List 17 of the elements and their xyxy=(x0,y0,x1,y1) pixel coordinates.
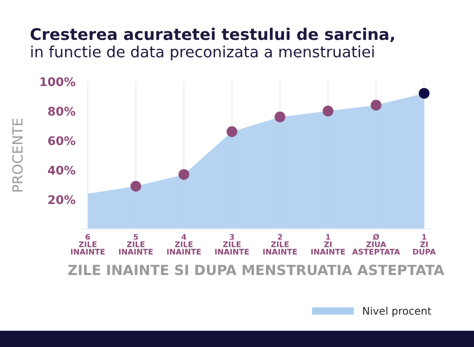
y-tick-label: 20% xyxy=(48,195,76,204)
chart-title: Cresterea acuratetei testului de sarcina, xyxy=(30,28,394,42)
x-axis-title: ZILE INAINTE SI DUPA MENSTRUATIA ASTEPTATA xyxy=(68,264,444,276)
y-tick-label: 80% xyxy=(48,106,76,116)
y-tick-label: 100% xyxy=(40,77,76,86)
point xyxy=(226,126,238,138)
point xyxy=(178,169,190,180)
point xyxy=(274,112,286,122)
y-tick-label: 60% xyxy=(48,136,76,146)
point xyxy=(370,100,382,111)
point xyxy=(418,88,430,99)
y-axis-title: PROCENTE xyxy=(12,118,23,192)
point xyxy=(322,106,334,116)
chart-subtitle: in functie de data preconizata a menstruatiei xyxy=(31,46,374,60)
legend-label: Nivel procent xyxy=(363,306,432,317)
y-tick-label: 40% xyxy=(48,166,76,175)
point xyxy=(130,180,142,192)
